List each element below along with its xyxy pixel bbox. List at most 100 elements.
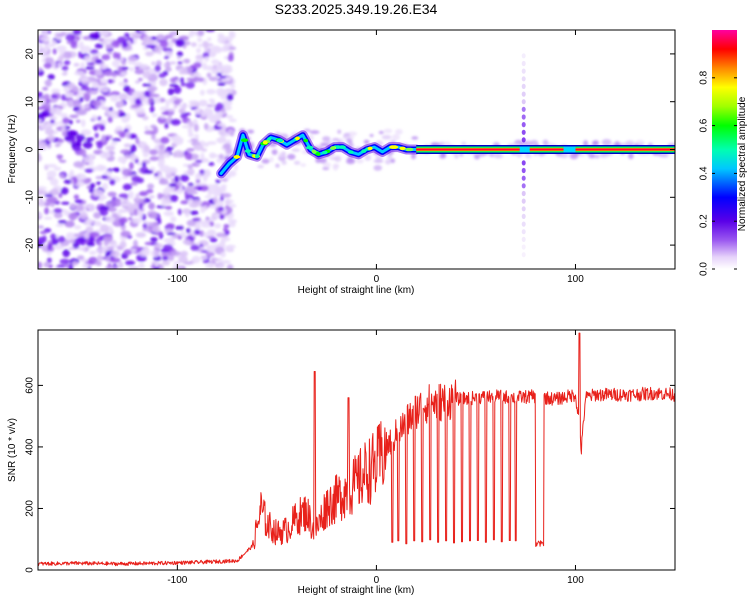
noise-speck bbox=[62, 117, 70, 124]
noise-speck bbox=[49, 98, 58, 103]
noise-speck bbox=[98, 38, 104, 42]
noise-speck bbox=[72, 86, 79, 93]
noise-speck bbox=[167, 108, 176, 113]
halo-speck bbox=[346, 138, 352, 145]
noise-speck bbox=[194, 229, 201, 236]
noise-speck bbox=[182, 208, 191, 215]
snr-y-tick-label: 200 bbox=[25, 500, 36, 517]
noise-speck bbox=[180, 174, 190, 182]
noise-speck bbox=[56, 45, 67, 52]
noise-speck bbox=[222, 45, 230, 51]
noise-speck bbox=[73, 176, 78, 185]
snr-x-axis-label: Height of straight line (km) bbox=[298, 585, 415, 596]
artifact-dot bbox=[521, 106, 526, 112]
halo-speck bbox=[269, 156, 274, 163]
noise-speck bbox=[102, 182, 109, 191]
noise-speck bbox=[107, 116, 113, 123]
noise-speck bbox=[38, 140, 44, 148]
noise-speck bbox=[151, 61, 156, 66]
noise-speck bbox=[161, 260, 171, 266]
noise-speck bbox=[222, 192, 232, 198]
snr-y-tick-label: 600 bbox=[25, 377, 36, 394]
noise-speck bbox=[208, 262, 215, 269]
noise-speck bbox=[107, 79, 113, 84]
noise-speck bbox=[110, 114, 120, 119]
halo-speck bbox=[332, 138, 340, 142]
halo-speck bbox=[275, 163, 280, 168]
noise-speck bbox=[98, 165, 107, 171]
noise-speck bbox=[168, 183, 177, 188]
track-peak bbox=[361, 149, 367, 153]
noise-speck bbox=[44, 207, 50, 215]
noise-speck bbox=[147, 97, 153, 104]
noise-speck bbox=[222, 64, 232, 70]
noise-speck bbox=[94, 132, 99, 138]
noise-speck bbox=[217, 206, 224, 212]
noise-speck bbox=[119, 209, 126, 213]
noise-speck bbox=[220, 260, 231, 264]
noise-speck bbox=[173, 99, 181, 106]
noise-speck bbox=[178, 256, 188, 264]
halo-speck bbox=[383, 128, 393, 134]
track-peak bbox=[348, 150, 354, 154]
artifact-dot bbox=[521, 252, 526, 258]
noise-speck bbox=[110, 40, 121, 48]
noise-speck bbox=[103, 70, 114, 77]
noise-speck bbox=[187, 126, 193, 135]
noise-speck bbox=[126, 96, 133, 101]
noise-speck bbox=[123, 249, 133, 256]
noise-speck bbox=[110, 91, 121, 96]
noise-speck bbox=[75, 110, 87, 116]
halo-speck bbox=[309, 130, 320, 135]
noise-speck bbox=[143, 169, 154, 174]
colorbar: 0.0 0.2 0.4 0.6 0.8 Normalized spectral ampl… bbox=[699, 30, 748, 276]
noise-speck bbox=[178, 266, 184, 269]
noise-speck bbox=[203, 232, 209, 238]
track-peak bbox=[389, 145, 396, 149]
noise-speck bbox=[164, 122, 169, 129]
noise-speck bbox=[119, 240, 127, 249]
track-peak bbox=[276, 138, 284, 143]
noise-speck bbox=[117, 261, 124, 269]
spectrogram-x-tick-label: 0 bbox=[374, 274, 380, 285]
noise-speck bbox=[83, 92, 91, 101]
noise-speck bbox=[95, 59, 103, 64]
noise-speck bbox=[57, 154, 62, 161]
noise-speck bbox=[214, 187, 224, 195]
noise-speck bbox=[86, 241, 95, 247]
noise-speck bbox=[138, 202, 144, 211]
noise-speck bbox=[171, 178, 176, 184]
noise-speck bbox=[43, 216, 53, 220]
noise-speck bbox=[89, 231, 100, 238]
noise-speck bbox=[83, 104, 89, 109]
noise-speck bbox=[180, 82, 186, 87]
noise-speck bbox=[109, 257, 121, 263]
noise-speck bbox=[145, 44, 157, 49]
colorbar-tick-label: 0.2 bbox=[699, 214, 710, 228]
noise-speck bbox=[186, 227, 191, 234]
noise-speck bbox=[217, 82, 226, 86]
noise-speck bbox=[133, 208, 139, 216]
noise-speck bbox=[68, 212, 79, 220]
noise-speck bbox=[173, 260, 181, 265]
noise-speck bbox=[209, 51, 216, 58]
noise-speck bbox=[149, 195, 155, 199]
noise-speck bbox=[38, 261, 43, 269]
noise-speck bbox=[134, 69, 145, 75]
noise-speck bbox=[108, 206, 116, 213]
halo-speck bbox=[373, 159, 384, 163]
noise-speck bbox=[153, 45, 162, 54]
noise-speck bbox=[70, 202, 76, 210]
noise-speck bbox=[142, 223, 148, 229]
noise-speck bbox=[163, 152, 171, 159]
noise-speck bbox=[74, 99, 81, 107]
noise-speck bbox=[119, 72, 128, 76]
noise-speck bbox=[100, 78, 108, 84]
noise-speck bbox=[169, 83, 179, 87]
artifact-dot bbox=[521, 68, 526, 74]
noise-speck bbox=[118, 112, 127, 117]
noise-speck bbox=[73, 62, 80, 67]
halo-speck bbox=[454, 154, 459, 159]
